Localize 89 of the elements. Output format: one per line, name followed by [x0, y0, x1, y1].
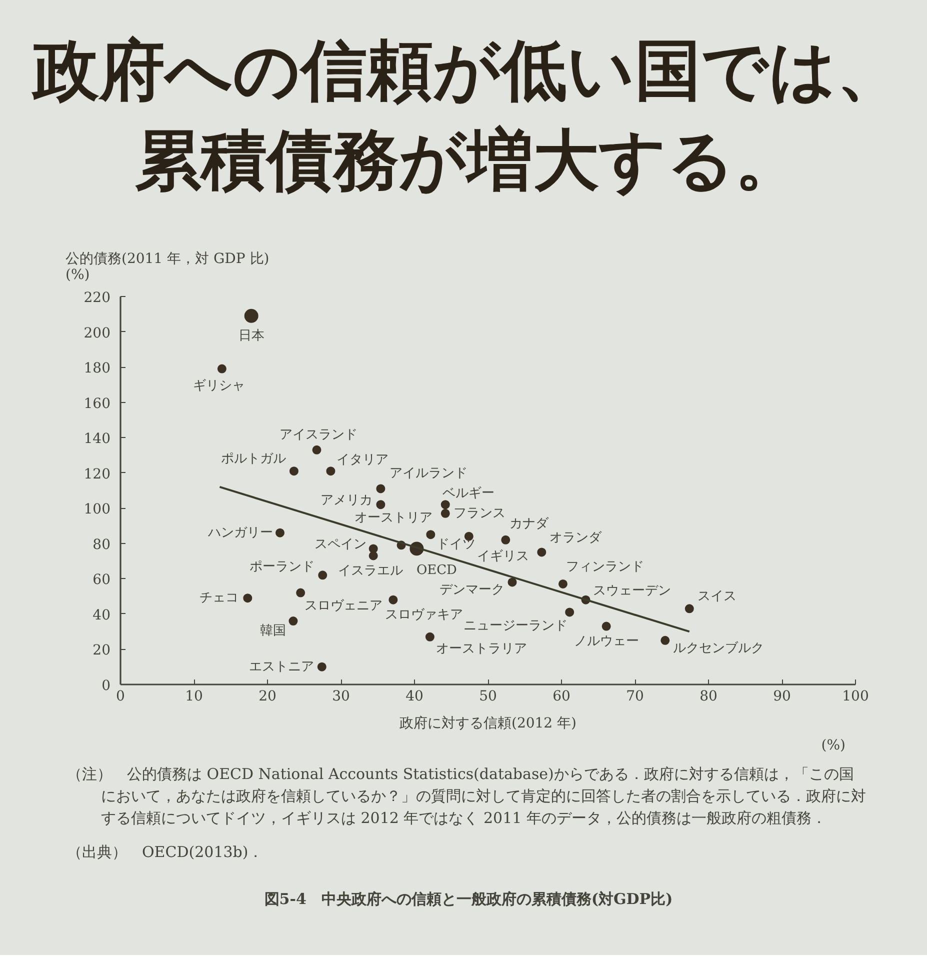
point: [326, 466, 336, 476]
y-tick-label: 160: [84, 396, 111, 412]
annotation: ギリシャ: [192, 378, 245, 394]
annotation: ニュージーランド: [464, 618, 568, 634]
point: [275, 528, 284, 538]
y-tick-label: 140: [84, 431, 111, 448]
point: [388, 595, 398, 604]
y-tick-label: 180: [84, 360, 111, 377]
point: [318, 570, 328, 580]
y-tick-label: 80: [92, 536, 111, 553]
annotation: イタリア: [336, 452, 389, 468]
annotation: ドイツ: [436, 537, 476, 552]
annotation: デンマーク: [439, 582, 504, 598]
x-tick-label: 0: [116, 688, 125, 704]
x-tick-label: 50: [479, 688, 497, 704]
point: [684, 604, 694, 614]
x-tick-label: 10: [185, 688, 203, 704]
x-tick-label: 70: [626, 688, 644, 704]
point: [602, 622, 611, 631]
caption: 図5-4 中央政府への信頼と一般政府の累積債務(対GDP比): [5, 873, 927, 950]
point: [565, 608, 574, 617]
point: [288, 616, 298, 626]
annotation: ポーランド: [250, 560, 315, 575]
annotation: エストニア: [248, 659, 314, 674]
point: [537, 548, 546, 557]
annotation: フランス: [453, 506, 506, 521]
x-tick-label: 80: [700, 688, 718, 704]
point: [296, 588, 306, 598]
annotation: 韓国: [260, 624, 286, 639]
annotation: スロヴァキア: [385, 607, 464, 622]
y-tick-label: 20: [92, 642, 111, 659]
point: [243, 594, 252, 603]
point: [376, 500, 386, 510]
x-tick-label: 60: [552, 688, 570, 704]
annotation: アメリカ: [320, 493, 373, 508]
annotation: ノルウェー: [574, 634, 639, 649]
chart-title: 政府への信頼が低い国では、累積債務が増大する。: [30, 30, 904, 201]
annotation: ハンガリー: [206, 525, 273, 540]
annotation: アイスランド: [280, 427, 358, 442]
x-axis-title: 政府に対する信頼(2012 年): [400, 716, 577, 732]
point: [660, 636, 670, 645]
point: [501, 535, 510, 544]
x-tick-label: 30: [332, 688, 350, 704]
y-tick-label: 40: [92, 607, 111, 624]
annotation: OECD: [416, 563, 457, 578]
annotation: チェコ: [200, 590, 239, 606]
y-tick-label: 0: [102, 678, 111, 694]
annotation: 日本: [238, 328, 264, 344]
point: [508, 578, 517, 587]
annotation: アイルランド: [390, 466, 468, 482]
annotation: ベルギー: [442, 486, 494, 502]
y-tick-label: 200: [84, 325, 111, 342]
x-tick-label: 40: [406, 688, 424, 704]
annotation: フィンランド: [566, 559, 644, 574]
annotation: ポルトガル: [220, 452, 286, 467]
annotation: イギリス: [476, 548, 529, 564]
point: [317, 662, 326, 672]
annotation: オランダ: [550, 530, 603, 546]
point: [289, 466, 298, 476]
point: [376, 484, 386, 494]
y-tick-label: 120: [84, 466, 111, 482]
annotation: イスラエル: [338, 563, 403, 578]
text: （出典） OECD(2013b)．: [67, 842, 264, 863]
point: [440, 508, 450, 518]
text: (%): [821, 738, 846, 754]
point: [312, 445, 322, 454]
point: [244, 308, 258, 323]
annotation: オーストラリア: [436, 641, 527, 656]
annotation: スイス: [697, 589, 736, 604]
point: [440, 500, 450, 510]
point: [217, 364, 226, 374]
point: [558, 579, 568, 588]
y-tick-label: 60: [92, 572, 111, 588]
annotation: スウェーデン: [592, 583, 671, 598]
point: [368, 551, 378, 560]
annotation: スペイン: [314, 537, 366, 552]
x-tick-label: 100: [842, 688, 869, 704]
y-tick-label: 100: [84, 502, 111, 518]
y-axis-title: 公的債務(2011 年，対 GDP 比) (%): [66, 251, 270, 283]
point: [426, 530, 436, 540]
point: [425, 632, 434, 642]
x-tick-label: 90: [773, 688, 791, 704]
text: （注） 公的債務は OECD National Accounts Statistics(database)からである．政府に対する信頼は，「この国において，あなたは政府を信頼しているか？」の質問に対して肯定的に回答した者の割合を示している．政府に対する信頼についてドイツ，イギリスは 2012 年ではなく 2011 年のデータ，公的債務は一般政府の粗債務．: [67, 764, 867, 829]
y-tick-label: 220: [84, 290, 111, 306]
annotation: ルクセンブルク: [673, 640, 764, 656]
annotation: オーストリア: [354, 510, 432, 526]
x-tick-label: 20: [258, 688, 276, 704]
annotation: スロヴェニア: [304, 598, 383, 614]
annotation: カナダ: [510, 516, 550, 532]
